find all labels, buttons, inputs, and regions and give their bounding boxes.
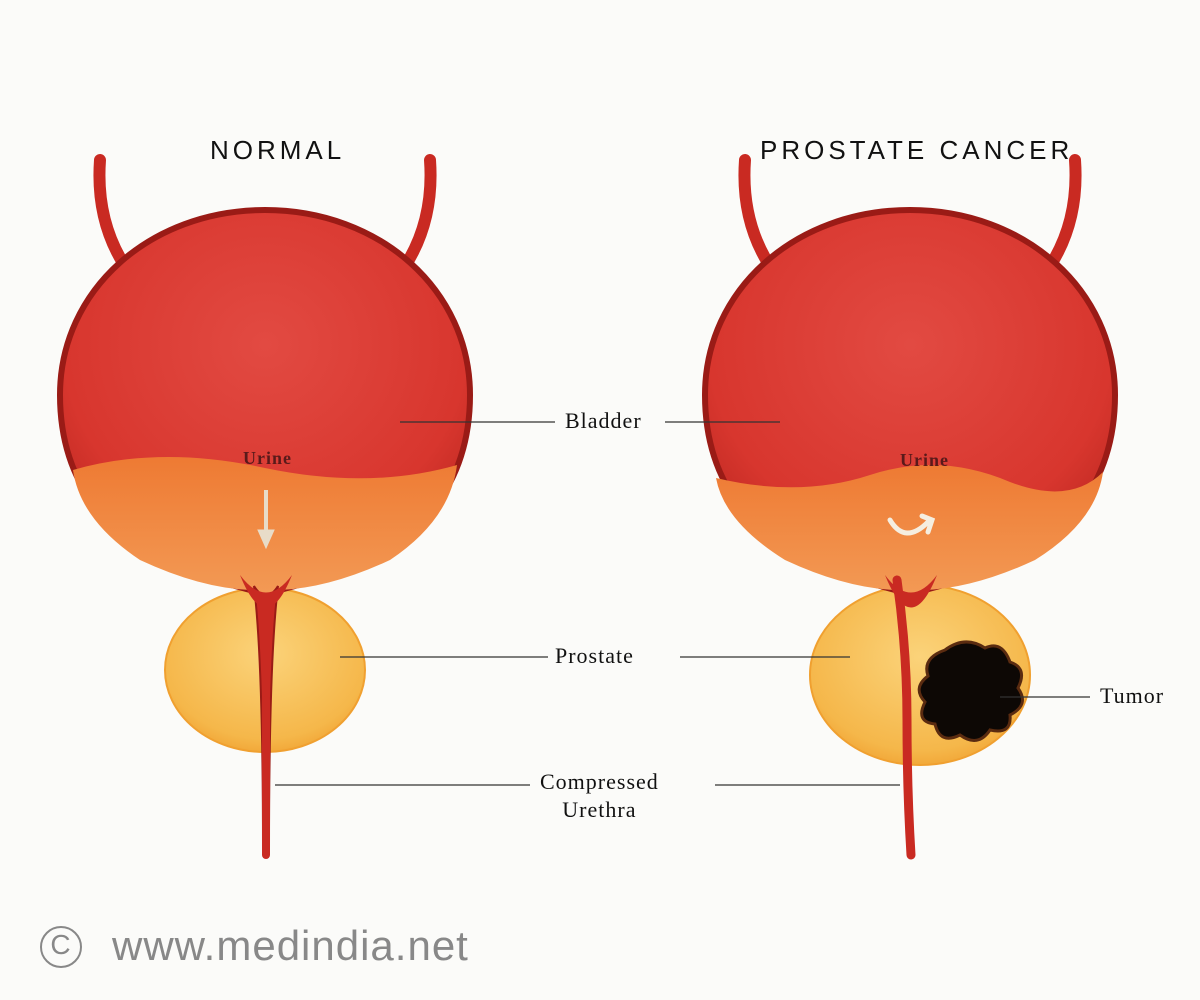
- label-compressed-urethra-line1: Compressed: [540, 769, 659, 794]
- copyright-icon: C: [40, 926, 82, 968]
- title-normal: NORMAL: [210, 135, 345, 166]
- label-bladder: Bladder: [565, 408, 642, 434]
- diagram-normal: [60, 160, 470, 855]
- label-prostate: Prostate: [555, 643, 634, 669]
- label-urine-right: Urine: [900, 450, 949, 471]
- diagram-canvas: NORMAL PROSTATE CANCER Bladder Prostate …: [0, 0, 1200, 1000]
- title-cancer: PROSTATE CANCER: [760, 135, 1073, 166]
- label-tumor: Tumor: [1100, 683, 1164, 709]
- watermark-text: www.medindia.net: [112, 922, 469, 969]
- tumor-shape: [919, 642, 1022, 740]
- label-urine-left: Urine: [243, 448, 292, 469]
- diagram-cancer: [705, 160, 1115, 855]
- label-compressed-urethra: Compressed Urethra: [540, 768, 659, 823]
- watermark: Cwww.medindia.net: [40, 922, 469, 970]
- label-compressed-urethra-line2: Urethra: [562, 797, 636, 822]
